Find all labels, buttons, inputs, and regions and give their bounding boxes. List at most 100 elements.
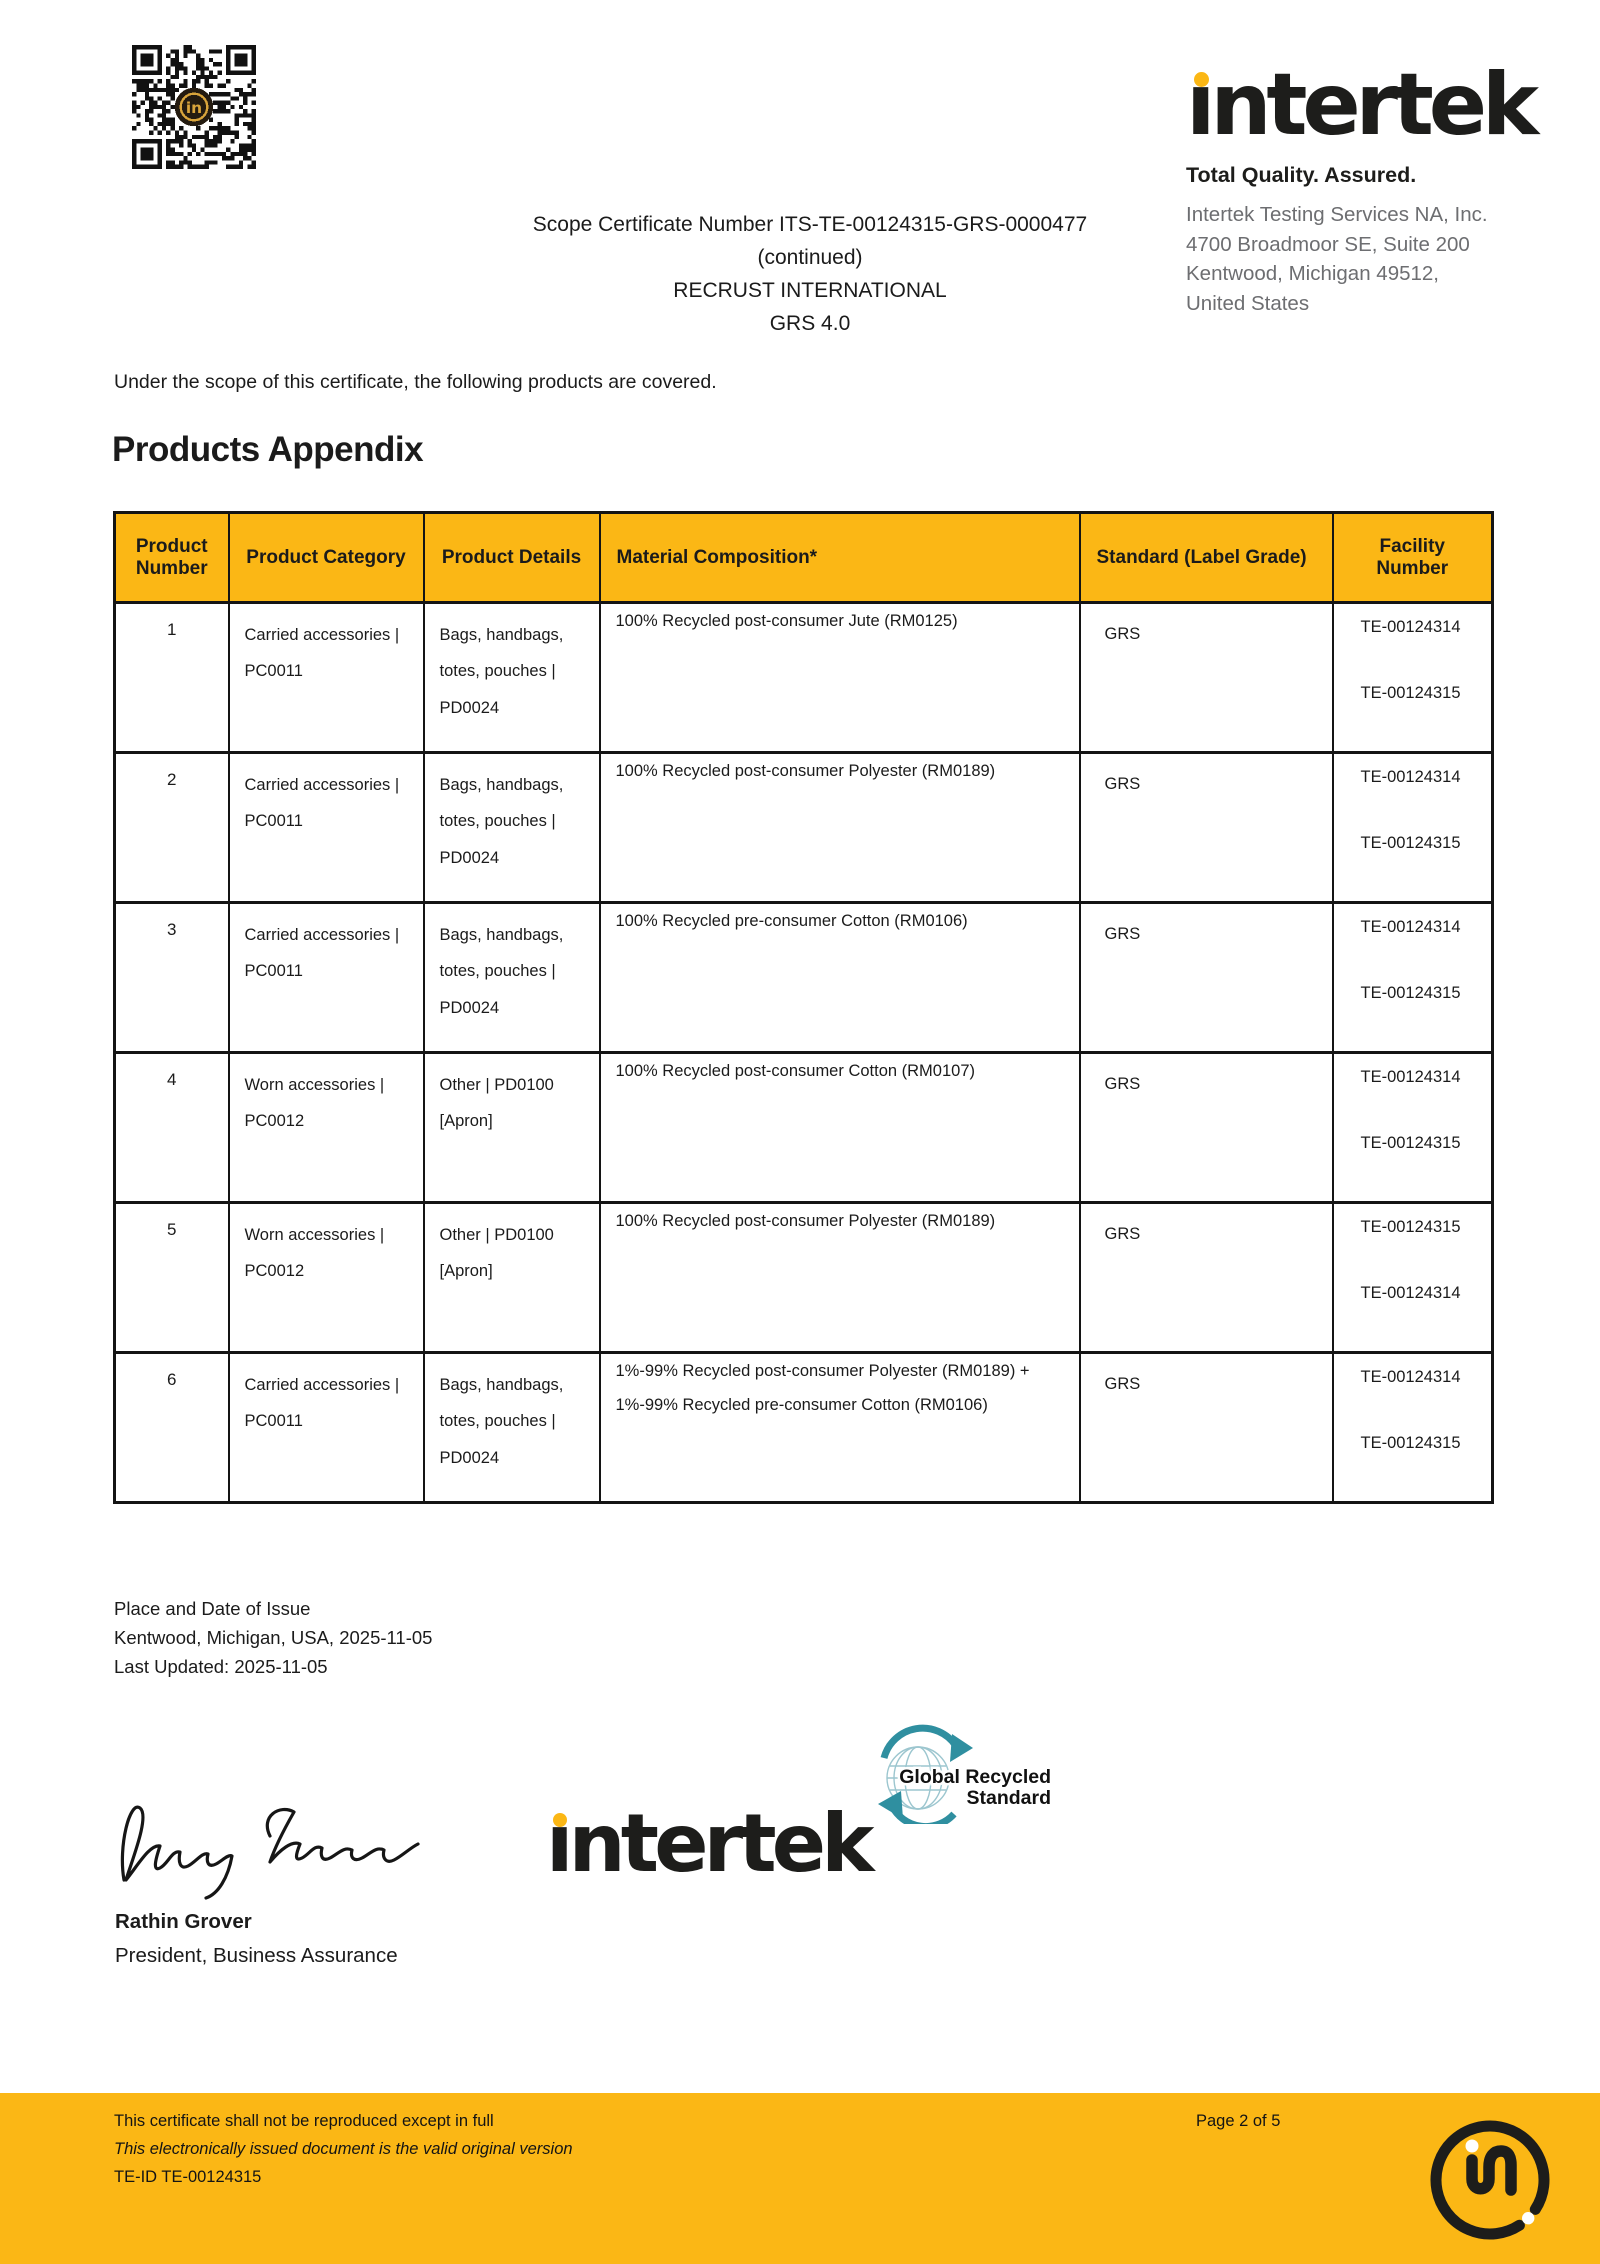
certificate-header: Scope Certificate Number ITS-TE-00124315… — [310, 208, 1310, 340]
address-line: Kentwood, Michigan 49512, — [1186, 262, 1440, 285]
cell-standard: GRS — [1078, 601, 1334, 754]
intertek-logo: ıntertek — [1186, 55, 1539, 155]
facility-number: TE-00124314 — [1360, 918, 1461, 936]
cell-product-category: Worn accessories | PC0012 — [227, 1201, 425, 1354]
cell-material-composition: 100% Recycled pre-consumer Cotton (RM010… — [598, 901, 1081, 1054]
table-row: 2 Carried accessories | PC0011 Bags, han… — [113, 751, 1494, 904]
table-row: 1 Carried accessories | PC0011 Bags, han… — [113, 601, 1494, 754]
intertek-logo-dot-icon — [553, 1813, 567, 1827]
cell-product-details: Bags, handbags, totes, pouches | PD0024 — [422, 751, 601, 904]
intertek-logo: ıntertek — [546, 1797, 874, 1890]
brand-tagline: Total Quality. Assured. — [1186, 163, 1417, 187]
standard-version: GRS 4.0 — [769, 312, 851, 335]
cell-facility-number: TE-00124314 TE-00124315 — [1331, 1051, 1494, 1204]
signatory-title: President, Business Assurance — [115, 1944, 398, 1967]
cell-standard: GRS — [1078, 901, 1334, 1054]
col-header-product-number: Product Number — [113, 511, 230, 604]
cell-product-details: Other | PD0100 [Apron] — [422, 1051, 601, 1204]
cell-product-details: Bags, handbags, totes, pouches | PD0024 — [422, 1351, 601, 1504]
cell-facility-number: TE-00124314 TE-00124315 — [1331, 601, 1494, 754]
intertek-logo-dot-icon — [1194, 72, 1209, 87]
address-line: Intertek Testing Services NA, Inc. — [1186, 203, 1488, 226]
intertek-in-mark-icon — [1430, 2120, 1550, 2240]
cell-product-category: Carried accessories | PC0011 — [227, 751, 425, 904]
page-title: Products Appendix — [112, 430, 424, 469]
cell-product-category: Carried accessories | PC0011 — [227, 601, 425, 754]
facility-number: TE-00124314 — [1360, 1368, 1461, 1386]
facility-number: TE-00124315 — [1360, 1134, 1461, 1152]
col-header-product-details: Product Details — [422, 511, 601, 604]
issue-block: Place and Date of Issue Kentwood, Michig… — [114, 1594, 432, 1681]
issue-label: Place and Date of Issue — [114, 1598, 311, 1619]
cell-material-composition: 100% Recycled post-consumer Polyester (R… — [598, 1201, 1081, 1354]
cell-facility-number: TE-00124314 TE-00124315 — [1331, 901, 1494, 1054]
table-row: 6 Carried accessories | PC0011 Bags, han… — [113, 1351, 1494, 1504]
facility-number: TE-00124314 — [1360, 618, 1461, 636]
facility-number: TE-00124315 — [1360, 984, 1461, 1002]
col-header-standard: Standard (Label Grade) — [1078, 511, 1334, 604]
cell-material-composition: 1%-99% Recycled post-consumer Polyester … — [598, 1351, 1081, 1504]
cell-facility-number: TE-00124314 TE-00124315 — [1331, 1351, 1494, 1504]
page-number: Page 2 of 5 — [1196, 2112, 1281, 2130]
cell-product-category: Worn accessories | PC0012 — [227, 1051, 425, 1204]
cell-product-number: 3 — [113, 901, 230, 1054]
col-header-material-composition: Material Composition* — [598, 511, 1081, 604]
facility-number: TE-00124315 — [1360, 1434, 1461, 1452]
facility-number: TE-00124315 — [1360, 684, 1461, 702]
address-line: United States — [1186, 291, 1310, 315]
signature-image — [120, 1805, 420, 1900]
cell-material-composition: 100% Recycled post-consumer Cotton (RM01… — [598, 1051, 1081, 1204]
cell-standard: GRS — [1078, 1201, 1334, 1354]
grs-logo-text-line1: Global Recycled — [899, 1766, 1051, 1788]
address-line: 4700 Broadmoor SE, Suite 200 — [1186, 232, 1470, 256]
footer-reproduction-notice: This certificate shall not be reproduced… — [114, 2112, 494, 2130]
cell-product-details: Bags, handbags, totes, pouches | PD0024 — [422, 901, 601, 1054]
issuer-address: Intertek Testing Services NA, Inc. 4700 … — [1186, 200, 1488, 318]
cell-product-number: 1 — [113, 601, 230, 754]
facility-number: TE-00124315 — [1360, 834, 1461, 852]
col-header-facility-number: Facility Number — [1331, 511, 1494, 604]
cell-product-details: Other | PD0100 [Apron] — [422, 1201, 601, 1354]
table-row: 3 Carried accessories | PC0011 Bags, han… — [113, 901, 1494, 1054]
issue-last-updated: Last Updated: 2025-11-05 — [114, 1656, 328, 1677]
svg-text:in: in — [186, 99, 202, 117]
cell-product-number: 6 — [113, 1351, 230, 1504]
scope-certificate-number: Scope Certificate Number ITS-TE-00124315… — [532, 213, 1088, 236]
cell-material-composition: 100% Recycled post-consumer Polyester (R… — [598, 751, 1081, 904]
cell-standard: GRS — [1078, 1051, 1334, 1204]
cell-product-number: 5 — [113, 1201, 230, 1354]
facility-number: TE-00124314 — [1360, 768, 1461, 786]
table-row: 4 Worn accessories | PC0012 Other | PD01… — [113, 1051, 1494, 1204]
continued-label: (continued) — [757, 246, 863, 269]
cell-material-composition: 100% Recycled post-consumer Jute (RM0125… — [598, 601, 1081, 754]
cell-product-number: 2 — [113, 751, 230, 904]
company-name: RECRUST INTERNATIONAL — [673, 279, 947, 302]
facility-number: TE-00124315 — [1360, 1218, 1461, 1236]
cell-facility-number: TE-00124315 TE-00124314 — [1331, 1201, 1494, 1354]
cell-product-details: Bags, handbags, totes, pouches | PD0024 — [422, 601, 601, 754]
cell-product-category: Carried accessories | PC0011 — [227, 1351, 425, 1504]
footer-validity-notice: This electronically issued document is t… — [114, 2140, 573, 2158]
global-recycled-standard-logo: Global Recycled Standard — [878, 1724, 1054, 1824]
cell-product-number: 4 — [113, 1051, 230, 1204]
intro-text: Under the scope of this certificate, the… — [114, 371, 717, 393]
intertek-wordmark: ıntertek — [1186, 55, 1539, 155]
signatory-name: Rathin Grover — [115, 1910, 252, 1933]
intertek-wordmark: ıntertek — [546, 1797, 874, 1890]
cell-standard: GRS — [1078, 751, 1334, 904]
grs-logo-text-line2: Standard — [966, 1787, 1051, 1809]
col-header-product-category: Product Category — [227, 511, 425, 604]
footer-te-id: TE-ID TE-00124315 — [114, 2168, 262, 2186]
cell-product-category: Carried accessories | PC0011 — [227, 901, 425, 1054]
issue-place-date: Kentwood, Michigan, USA, 2025-11-05 — [114, 1627, 433, 1648]
products-appendix-table: Product Number Product Category Product … — [113, 511, 1494, 1504]
facility-number: TE-00124314 — [1360, 1284, 1461, 1302]
qr-code: in — [132, 45, 256, 169]
cell-facility-number: TE-00124314 TE-00124315 — [1331, 751, 1494, 904]
cell-standard: GRS — [1078, 1351, 1334, 1504]
facility-number: TE-00124314 — [1360, 1068, 1461, 1086]
table-row: 5 Worn accessories | PC0012 Other | PD01… — [113, 1201, 1494, 1354]
footer-bar — [0, 2093, 1600, 2264]
table-header-row: Product Number Product Category Product … — [113, 511, 1494, 604]
